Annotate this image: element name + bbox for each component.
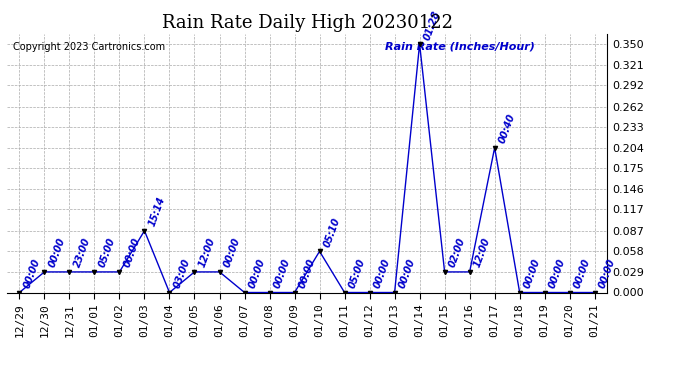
- Text: 12:00: 12:00: [197, 237, 217, 269]
- Text: 00:00: 00:00: [547, 257, 567, 290]
- Text: Copyright 2023 Cartronics.com: Copyright 2023 Cartronics.com: [13, 42, 165, 51]
- Text: 23:00: 23:00: [72, 237, 92, 269]
- Text: 00:00: 00:00: [22, 257, 42, 290]
- Text: 00:00: 00:00: [297, 257, 317, 290]
- Text: 03:00: 03:00: [172, 257, 193, 290]
- Title: Rain Rate Daily High 20230122: Rain Rate Daily High 20230122: [161, 14, 453, 32]
- Text: Rain Rate (Inches/Hour): Rain Rate (Inches/Hour): [385, 42, 535, 51]
- Text: 00:00: 00:00: [573, 257, 593, 290]
- Text: 00:00: 00:00: [373, 257, 393, 290]
- Text: 00:00: 00:00: [397, 257, 417, 290]
- Text: 00:00: 00:00: [598, 257, 618, 290]
- Text: 05:00: 05:00: [347, 257, 367, 290]
- Text: 15:14: 15:14: [147, 195, 167, 228]
- Text: 00:00: 00:00: [273, 257, 293, 290]
- Text: 00:40: 00:40: [497, 112, 518, 145]
- Text: 05:00: 05:00: [97, 237, 117, 269]
- Text: 01:28: 01:28: [422, 9, 442, 41]
- Text: 00:00: 00:00: [247, 257, 267, 290]
- Text: 00:00: 00:00: [522, 257, 542, 290]
- Text: 02:00: 02:00: [447, 237, 467, 269]
- Text: 00:00: 00:00: [122, 237, 142, 269]
- Text: 05:10: 05:10: [322, 216, 342, 249]
- Text: 00:00: 00:00: [47, 237, 67, 269]
- Text: 00:00: 00:00: [222, 237, 242, 269]
- Text: 12:00: 12:00: [473, 237, 493, 269]
